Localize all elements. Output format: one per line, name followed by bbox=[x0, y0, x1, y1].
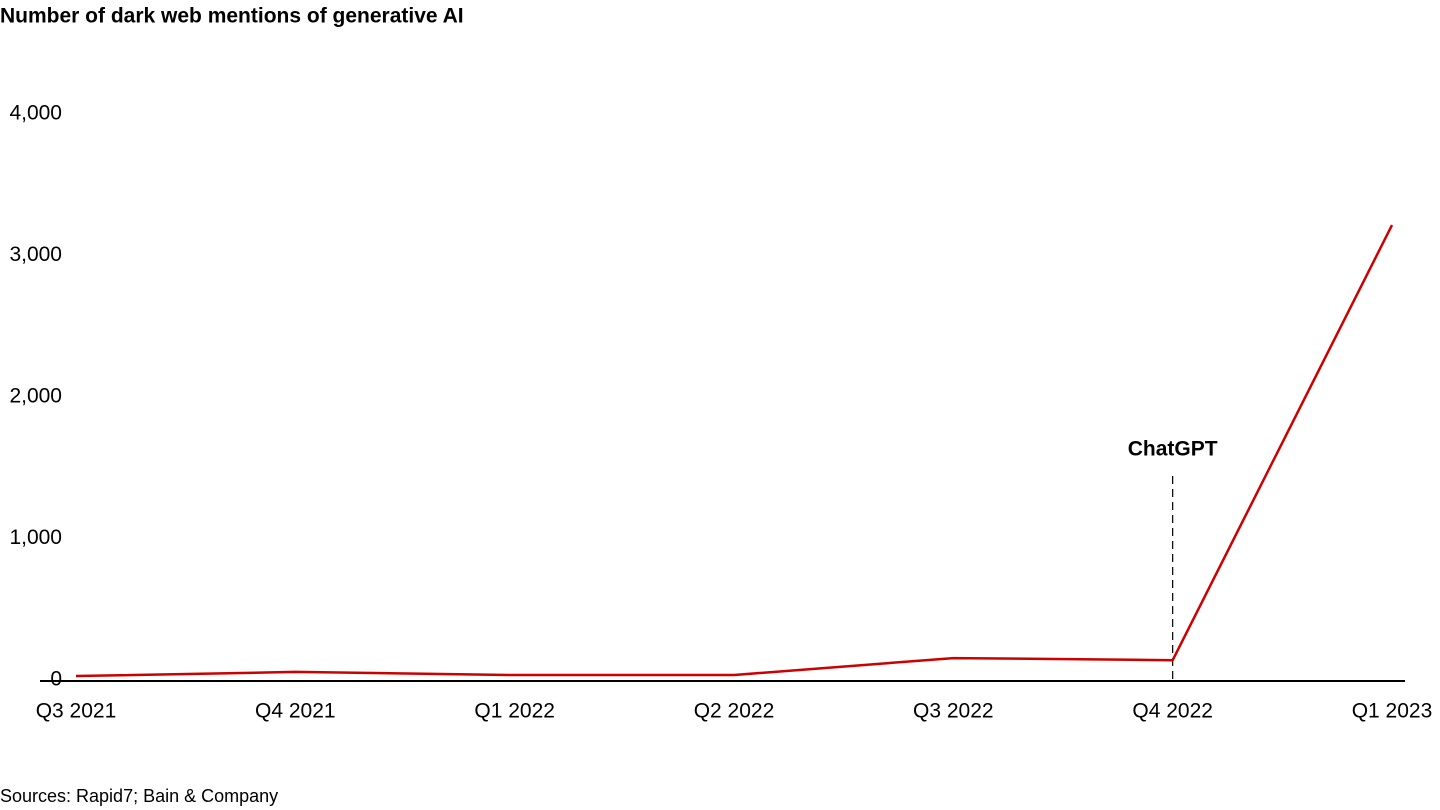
x-tick-label: Q4 2022 bbox=[1132, 700, 1213, 723]
chart-title: Number of dark web mentions of generativ… bbox=[0, 5, 464, 28]
y-tick-label: 1,000 bbox=[9, 526, 62, 549]
x-tick-label: Q1 2023 bbox=[1352, 700, 1433, 723]
x-tick-label: Q3 2021 bbox=[36, 700, 117, 723]
x-tick-label: Q4 2021 bbox=[255, 700, 336, 723]
x-tick-label: Q3 2022 bbox=[913, 700, 994, 723]
x-tick-label: Q2 2022 bbox=[694, 700, 775, 723]
x-tick-label: Q1 2022 bbox=[474, 700, 555, 723]
source-note: Sources: Rapid7; Bain & Company bbox=[0, 786, 278, 806]
data-line bbox=[75, 224, 1394, 678]
y-tick-label: 0 bbox=[50, 668, 62, 691]
y-tick-label: 4,000 bbox=[9, 102, 62, 125]
annotation-label: ChatGPT bbox=[1128, 438, 1218, 461]
y-tick-label: 3,000 bbox=[9, 243, 62, 266]
y-tick-label: 2,000 bbox=[9, 385, 62, 408]
